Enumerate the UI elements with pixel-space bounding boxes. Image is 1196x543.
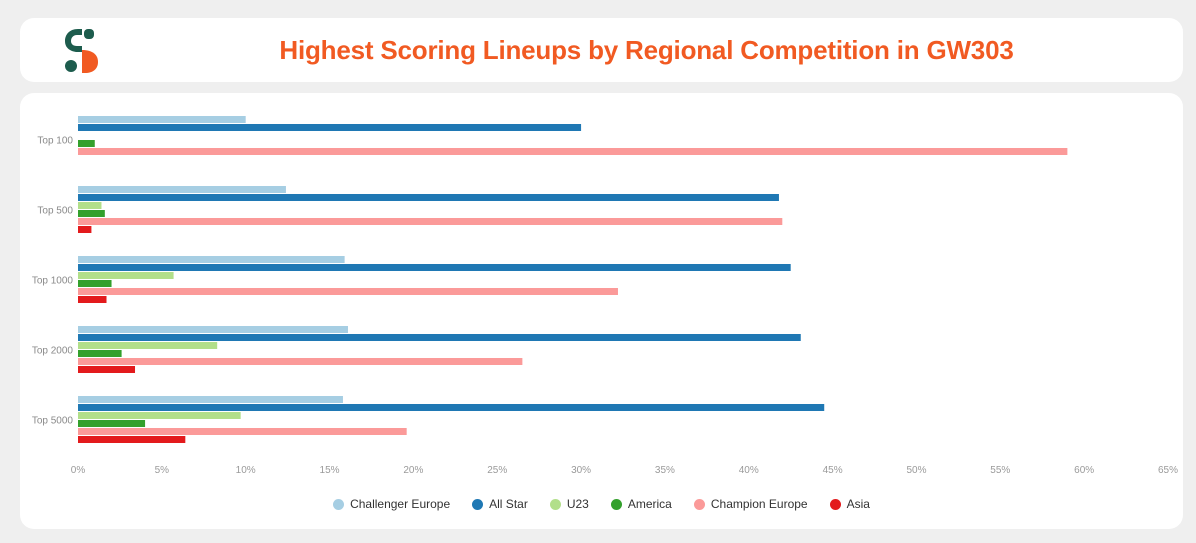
page-title: Highest Scoring Lineups by Regional Comp… xyxy=(279,34,1014,65)
legend-item[interactable]: U23 xyxy=(549,497,589,511)
legend-item[interactable]: Challenger Europe xyxy=(333,497,450,511)
bar[interactable] xyxy=(78,412,241,419)
legend-item[interactable]: America xyxy=(610,497,672,511)
legend-dot-icon xyxy=(610,498,622,510)
x-tick-label: 25% xyxy=(487,465,507,476)
legend-label: All Star xyxy=(489,497,528,511)
legend-item[interactable]: Asia xyxy=(829,497,870,511)
bar[interactable] xyxy=(78,186,286,193)
bar[interactable] xyxy=(78,148,1068,155)
chart-card: Top 100 Top 500 Top 1000 Top 2000 Top 5000 0%… xyxy=(20,93,1183,529)
legend-dot-icon xyxy=(549,498,561,510)
x-tick-label: 35% xyxy=(655,465,675,476)
bar[interactable] xyxy=(78,436,186,443)
bar[interactable] xyxy=(78,280,112,287)
legend-dot-icon xyxy=(693,498,705,510)
x-tick-label: 15% xyxy=(320,465,340,476)
chart-legend: Challenger Europe All Star U23 America Champ… xyxy=(20,497,1183,511)
bar[interactable] xyxy=(78,210,105,217)
x-tick-label: 30% xyxy=(571,465,591,476)
legend-label: Champion Europe xyxy=(710,497,808,511)
header-card: Highest Scoring Lineups by Regional Comp… xyxy=(20,18,1183,82)
bar[interactable] xyxy=(78,326,348,333)
bar[interactable] xyxy=(78,272,174,279)
legend-label: U23 xyxy=(566,497,589,511)
bar-group xyxy=(78,116,1068,155)
x-tick-label: 45% xyxy=(823,465,843,476)
bar[interactable] xyxy=(78,256,345,263)
bar[interactable] xyxy=(78,334,801,341)
bar[interactable] xyxy=(78,194,779,201)
legend-item[interactable]: Champion Europe xyxy=(693,497,808,511)
bar[interactable] xyxy=(78,202,102,209)
bar[interactable] xyxy=(78,116,246,123)
x-tick-label: 65% xyxy=(1158,465,1178,476)
bar[interactable] xyxy=(78,226,92,233)
x-tick-label: 50% xyxy=(906,465,926,476)
legend-label: America xyxy=(627,497,672,511)
bar[interactable] xyxy=(78,404,825,411)
category-label: Top 2000 xyxy=(32,346,74,357)
x-tick-label: 5% xyxy=(155,465,170,476)
bar[interactable] xyxy=(78,358,523,365)
x-tick-label: 20% xyxy=(403,465,423,476)
x-tick-label: 55% xyxy=(990,465,1010,476)
bar[interactable] xyxy=(78,396,343,403)
category-label: Top 100 xyxy=(37,136,73,147)
bar[interactable] xyxy=(78,124,582,131)
x-tick-label: 10% xyxy=(236,465,256,476)
category-label: Top 500 xyxy=(37,206,73,217)
bar[interactable] xyxy=(78,218,783,225)
bar[interactable] xyxy=(78,342,218,349)
legend-dot-icon xyxy=(333,498,345,510)
x-tick-label: 60% xyxy=(1074,465,1094,476)
legend-label: Challenger Europe xyxy=(350,497,451,511)
bar[interactable] xyxy=(78,264,791,271)
bar-group xyxy=(78,396,825,443)
bar[interactable] xyxy=(78,428,407,435)
bar-group xyxy=(78,186,783,233)
brand-s-logo-icon xyxy=(65,29,98,73)
bar[interactable] xyxy=(78,366,136,373)
bar[interactable] xyxy=(78,350,122,357)
legend-label: Asia xyxy=(846,497,870,511)
legend-item[interactable]: All Star xyxy=(472,497,528,511)
legend-dot-icon xyxy=(829,498,841,510)
bar-group xyxy=(78,256,791,303)
x-tick-label: 40% xyxy=(739,465,759,476)
bar-chart: Top 100 Top 500 Top 1000 Top 2000 Top 5000 0%… xyxy=(32,116,1178,476)
bar[interactable] xyxy=(78,288,618,295)
bar[interactable] xyxy=(78,296,107,303)
category-label: Top 1000 xyxy=(32,276,74,287)
bar[interactable] xyxy=(78,140,95,147)
x-tick-label: 0% xyxy=(71,465,86,476)
legend-dot-icon xyxy=(472,498,484,510)
category-label: Top 5000 xyxy=(32,416,74,427)
bar[interactable] xyxy=(78,420,146,427)
bar-group xyxy=(78,326,801,373)
